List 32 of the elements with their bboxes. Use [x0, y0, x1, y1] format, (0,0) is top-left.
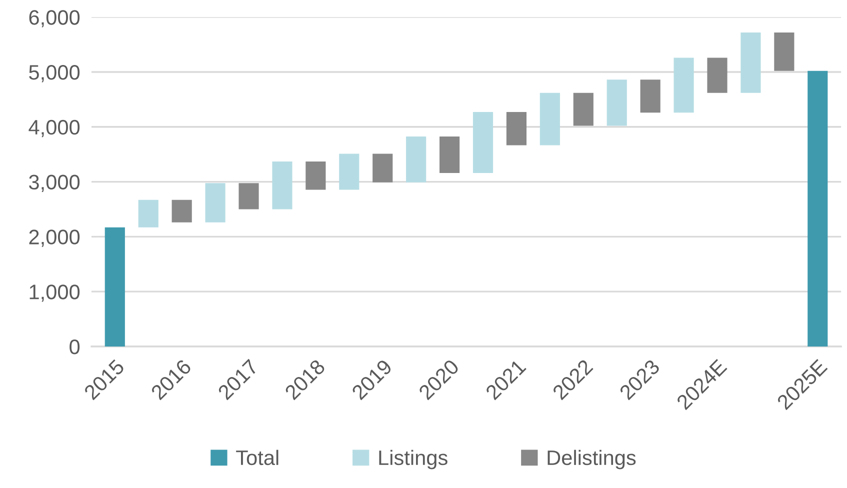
bar [506, 112, 527, 146]
bar [272, 161, 292, 210]
bar [406, 136, 426, 182]
bar [172, 200, 192, 222]
bar [774, 32, 794, 71]
y-tick-label: 3,000 [29, 174, 80, 192]
bar [606, 80, 627, 126]
bar [674, 58, 694, 113]
bar [372, 154, 393, 182]
y-tick-label: 6,000 [29, 10, 80, 28]
bar [306, 161, 326, 190]
legend-label: Delistings [548, 450, 636, 470]
legend-label: Listings [379, 450, 448, 470]
bar [472, 112, 494, 173]
bar [440, 136, 460, 173]
bar [104, 227, 125, 346]
bar [238, 183, 259, 210]
bar [138, 200, 158, 228]
y-tick-label: 2,000 [29, 230, 80, 247]
y-tick-label: 5,000 [29, 64, 80, 82]
y-tick-label: 0 [70, 339, 80, 354]
bar [339, 154, 360, 190]
bar [707, 58, 728, 93]
bar [205, 183, 226, 222]
y-tick-label: 1,000 [30, 284, 80, 302]
bar [740, 32, 761, 93]
bar [640, 80, 660, 113]
y-tick-label: 4,000 [28, 120, 80, 138]
legend-label: Total [236, 450, 278, 466]
bar [540, 92, 560, 146]
bar [573, 92, 594, 126]
bar [808, 70, 828, 346]
